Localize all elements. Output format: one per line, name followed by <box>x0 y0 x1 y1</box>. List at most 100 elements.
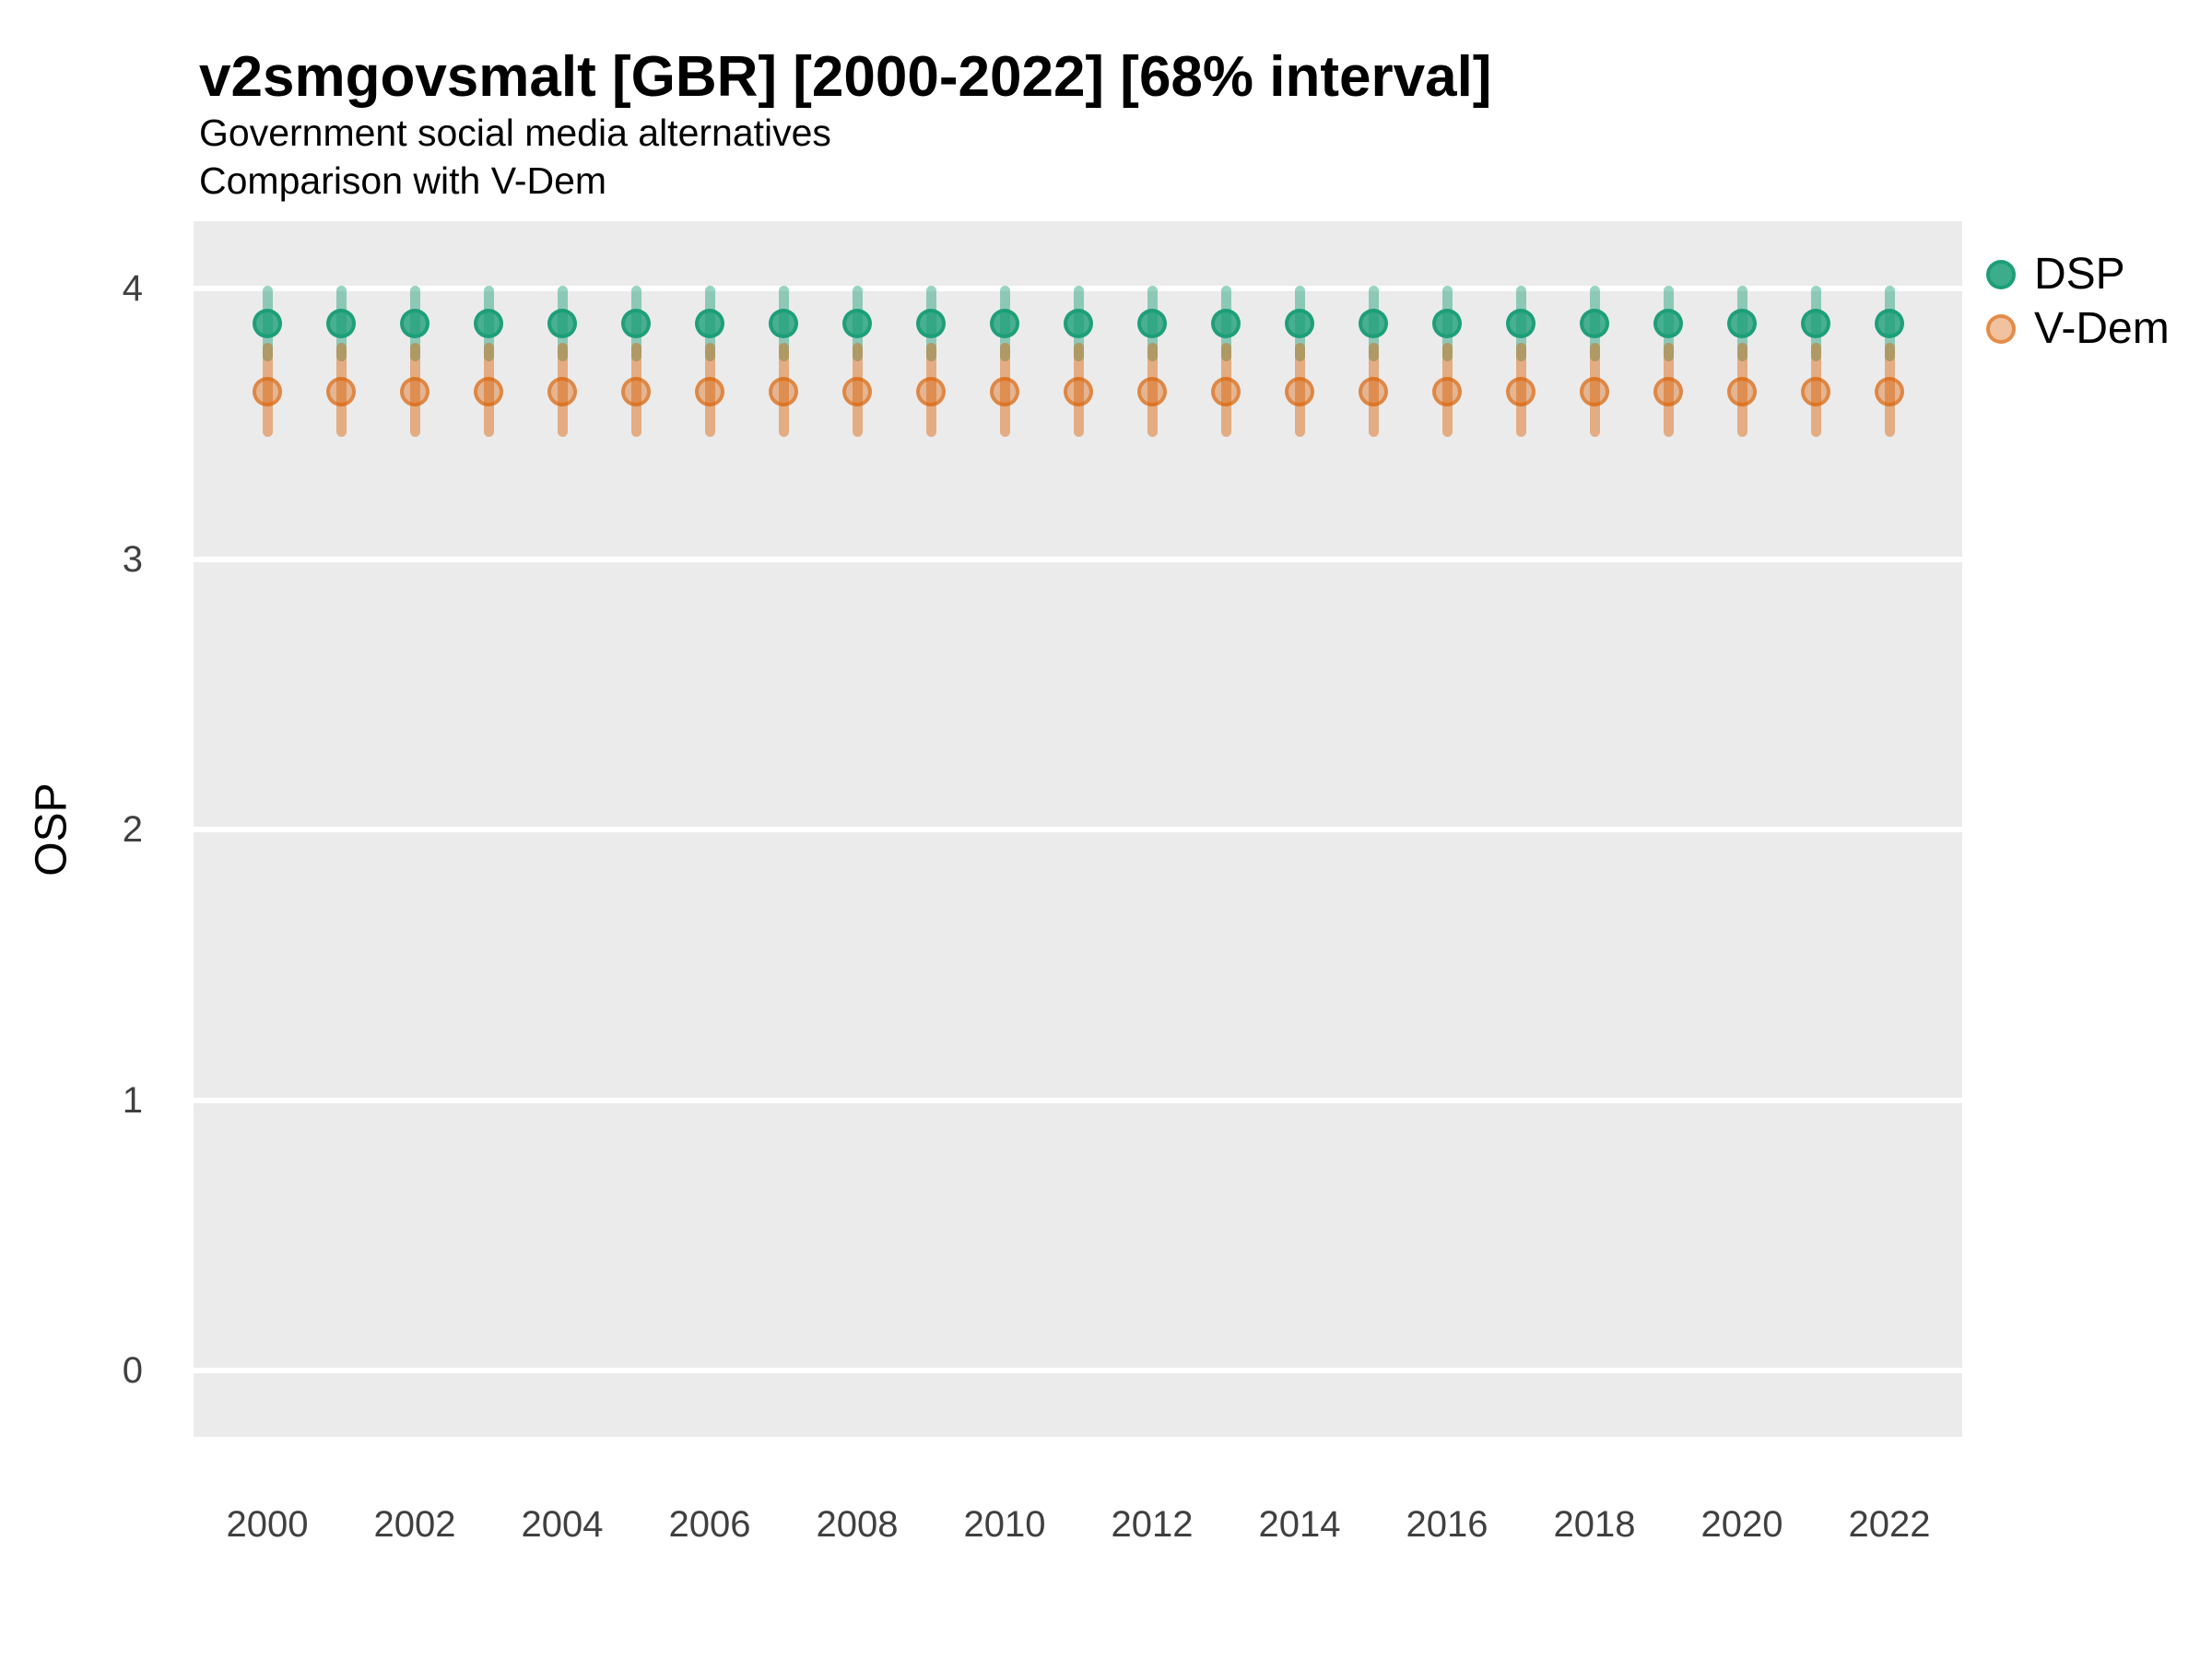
vdem-interval-2009 <box>926 342 936 438</box>
vdem-point-2003 <box>474 376 503 406</box>
y-tick-label-2: 2 <box>122 809 143 850</box>
legend-label-vdem: V-Dem <box>2034 304 2170 353</box>
vdem-point-2017 <box>1506 376 1535 406</box>
vdem-point-2018 <box>1580 376 1609 406</box>
vdem-point-2010 <box>990 376 1019 406</box>
dsp-interval-2000 <box>263 286 273 362</box>
dsp-interval-2005 <box>631 286 641 362</box>
dsp-interval-2020 <box>1737 286 1747 362</box>
dsp-point-2000 <box>253 309 282 339</box>
chart-subtitle: Government social media alternatives Com… <box>199 109 831 205</box>
vdem-interval-2019 <box>1664 342 1674 438</box>
vdem-interval-2011 <box>1074 342 1084 438</box>
dsp-interval-2016 <box>1442 286 1453 362</box>
vdem-point-2002 <box>400 376 429 406</box>
x-tick-label-2014: 2014 <box>1258 1504 1341 1545</box>
vdem-interval-2014 <box>1295 342 1305 438</box>
dsp-interval-2004 <box>558 286 568 362</box>
dsp-point-2014 <box>1285 309 1314 339</box>
y-tick-label-3: 3 <box>122 538 143 580</box>
dsp-point-2015 <box>1359 309 1388 339</box>
vdem-interval-2015 <box>1369 342 1379 438</box>
vdem-interval-2017 <box>1516 342 1526 438</box>
dsp-point-2011 <box>1064 309 1093 339</box>
x-tick-label-2002: 2002 <box>373 1504 456 1545</box>
dsp-interval-2021 <box>1811 286 1821 362</box>
vdem-point-2020 <box>1727 376 1757 406</box>
vdem-interval-2007 <box>779 342 789 438</box>
vdem-interval-2012 <box>1147 342 1158 438</box>
vdem-point-2021 <box>1801 376 1830 406</box>
vdem-point-2001 <box>326 376 356 406</box>
vdem-interval-2020 <box>1737 342 1747 438</box>
dsp-interval-2022 <box>1885 286 1895 362</box>
dsp-point-2009 <box>916 309 946 339</box>
dsp-point-2004 <box>547 309 577 339</box>
dsp-interval-2003 <box>484 286 494 362</box>
vdem-point-2006 <box>695 376 724 406</box>
x-tick-label-2020: 2020 <box>1700 1504 1783 1545</box>
plot-panel <box>194 221 1962 1437</box>
legend: DSP V-Dem <box>1986 247 2170 356</box>
vdem-interval-2006 <box>705 342 715 438</box>
dsp-point-2012 <box>1137 309 1167 339</box>
vdem-point-2005 <box>621 376 651 406</box>
vdem-point-2013 <box>1211 376 1241 406</box>
dsp-interval-2014 <box>1295 286 1305 362</box>
dsp-point-2001 <box>326 309 356 339</box>
vdem-interval-2018 <box>1590 342 1600 438</box>
dsp-interval-2001 <box>336 286 347 362</box>
subtitle-line-1: Government social media alternatives <box>199 112 831 154</box>
legend-label-dsp: DSP <box>2034 250 2125 299</box>
dsp-interval-2019 <box>1664 286 1674 362</box>
dsp-legend-dot-icon <box>1986 259 2016 289</box>
dsp-point-2019 <box>1653 309 1683 339</box>
dsp-point-2007 <box>769 309 798 339</box>
x-tick-label-2022: 2022 <box>1848 1504 1931 1545</box>
vdem-interval-2004 <box>558 342 568 438</box>
x-tick-label-2006: 2006 <box>668 1504 751 1545</box>
dsp-interval-2017 <box>1516 286 1526 362</box>
gridline-y-2 <box>194 827 1962 832</box>
dsp-point-2016 <box>1432 309 1462 339</box>
vdem-interval-2003 <box>484 342 494 438</box>
y-tick-label-4: 4 <box>122 268 143 309</box>
chart-title: v2smgovsmalt [GBR] [2000-2022] [68% inte… <box>199 45 1492 109</box>
y-tick-label-1: 1 <box>122 1079 143 1121</box>
x-tick-label-2010: 2010 <box>963 1504 1046 1545</box>
x-tick-label-2012: 2012 <box>1111 1504 1194 1545</box>
dsp-point-2020 <box>1727 309 1757 339</box>
vdem-interval-2005 <box>631 342 641 438</box>
dsp-point-2008 <box>842 309 872 339</box>
vdem-point-2011 <box>1064 376 1093 406</box>
dsp-interval-2010 <box>1000 286 1010 362</box>
vdem-point-2000 <box>253 376 282 406</box>
dsp-point-2021 <box>1801 309 1830 339</box>
dsp-interval-2008 <box>853 286 863 362</box>
gridline-y-1 <box>194 1097 1962 1103</box>
gridline-y-0 <box>194 1368 1962 1373</box>
vdem-point-2015 <box>1359 376 1388 406</box>
dsp-point-2006 <box>695 309 724 339</box>
dsp-point-2005 <box>621 309 651 339</box>
legend-item-vdem: V-Dem <box>1986 301 2170 356</box>
legend-item-dsp: DSP <box>1986 247 2170 301</box>
dsp-interval-2018 <box>1590 286 1600 362</box>
dsp-point-2017 <box>1506 309 1535 339</box>
dsp-point-2013 <box>1211 309 1241 339</box>
vdem-point-2016 <box>1432 376 1462 406</box>
dsp-interval-2011 <box>1074 286 1084 362</box>
vdem-interval-2008 <box>853 342 863 438</box>
dsp-interval-2002 <box>410 286 420 362</box>
vdem-interval-2022 <box>1885 342 1895 438</box>
x-tick-label-2004: 2004 <box>521 1504 604 1545</box>
vdem-point-2007 <box>769 376 798 406</box>
dsp-point-2018 <box>1580 309 1609 339</box>
vdem-interval-2000 <box>263 342 273 438</box>
gridline-y-3 <box>194 556 1962 562</box>
dsp-point-2022 <box>1875 309 1904 339</box>
x-tick-label-2008: 2008 <box>816 1504 899 1545</box>
vdem-interval-2013 <box>1221 342 1231 438</box>
vdem-point-2008 <box>842 376 872 406</box>
